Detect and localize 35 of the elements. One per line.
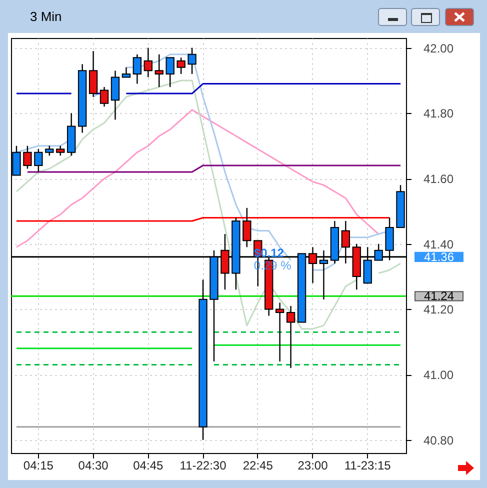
y-tick-label: 41.60 [424,172,454,186]
chart-title: 3 Min [30,9,62,24]
x-tick-label: 22:45 [242,458,274,472]
candlestick [188,47,196,75]
ref-line-label: 41.36 [424,250,454,264]
candlestick [56,145,65,156]
candlestick [88,50,98,98]
candlestick [176,57,186,75]
candlestick [154,54,164,88]
candlestick [23,145,32,170]
y-tick-label: 41.00 [424,368,454,382]
candlestick [286,305,296,369]
candlestick [132,54,142,84]
candlestick [166,57,174,88]
x-tick-label: 11-23:15 [344,458,392,472]
candlestick [242,207,252,248]
candlestick [100,86,109,108]
x-tick-label: 04:15 [23,458,54,472]
ref-line-label: 41.24 [424,289,454,304]
line-series [16,109,380,248]
y-tick-label: 41.80 [424,106,454,121]
y-tick-label: 40.80 [424,433,454,448]
x-tick-label: 04:30 [78,458,109,472]
y-tick-label: 41.40 [424,237,454,252]
x-tick-label: 11-22:30 [180,458,227,472]
candlestick [144,47,152,78]
y-tick-label: 42.00 [424,41,454,56]
candlestick [34,148,43,173]
y-tick-label: 41.20 [424,302,454,317]
candlestick [275,302,284,362]
x-tick-label: 23:00 [298,458,328,472]
candlestick [122,66,131,78]
candlestick [110,70,120,120]
candlestick [45,145,54,156]
x-tick-label: 04:45 [133,458,164,472]
